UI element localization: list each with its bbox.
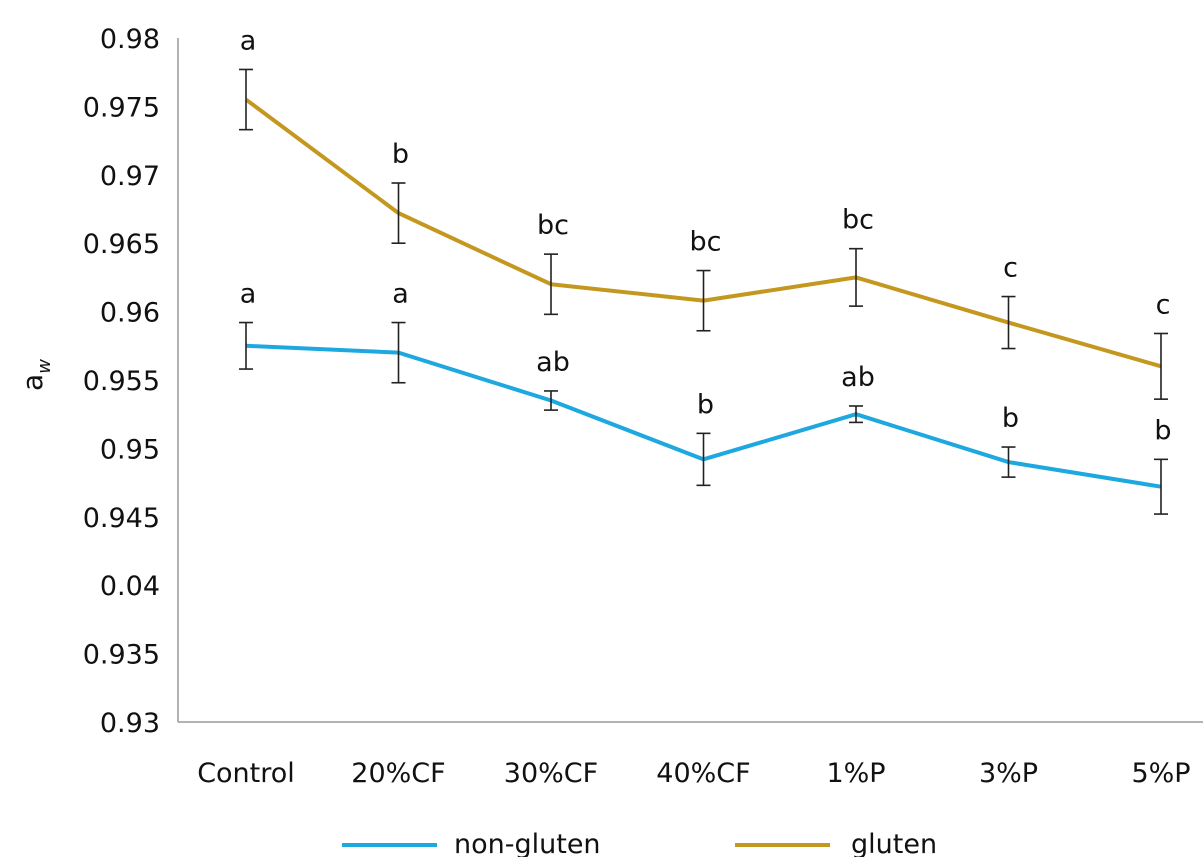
- y-tick-label: 0.95: [100, 434, 160, 465]
- significance-label: b: [697, 389, 714, 420]
- error-bar: [696, 269, 711, 332]
- error-bar: [391, 321, 406, 384]
- x-axis-ticks: Control 20%CF 30%CF 40%CF 1%P 3%P 5%P: [197, 758, 1190, 789]
- axes: [177, 38, 1203, 723]
- x-tick-label: 3%P: [979, 758, 1038, 789]
- significance-label: bc: [690, 227, 722, 258]
- significance-label: c: [1003, 253, 1018, 284]
- x-tick-label: 30%CF: [504, 758, 598, 789]
- y-tick-label: 0.97: [100, 161, 160, 192]
- error-bar: [1001, 446, 1016, 478]
- legend-item-gluten: gluten: [735, 829, 937, 857]
- error-bar: [1154, 332, 1168, 400]
- error-bar: [239, 68, 253, 131]
- y-tick-label: 0.945: [83, 503, 160, 534]
- error-bar: [849, 247, 863, 307]
- y-tick-label: 0.955: [83, 366, 160, 397]
- significance-label: ab: [536, 347, 570, 378]
- y-tick-label: 0.96: [100, 298, 160, 329]
- legend: non-gluten gluten: [342, 829, 937, 857]
- y-axis-ticks: 0.93 0.935 0.04 0.945 0.95 0.955 0.96 0.965 0.97…: [83, 24, 160, 739]
- series-gluten: [239, 68, 1168, 400]
- significance-label: b: [392, 139, 409, 170]
- y-tick-label: 0.975: [83, 92, 160, 123]
- legend-label: non-gluten: [454, 829, 601, 857]
- y-tick-label: 0.965: [83, 229, 160, 260]
- y-tick-label: 0.935: [83, 640, 160, 671]
- x-tick-label: 5%P: [1131, 758, 1190, 789]
- significance-label: a: [240, 25, 257, 56]
- x-tick-label: 40%CF: [656, 758, 750, 789]
- legend-label: gluten: [851, 829, 937, 857]
- y-axis-label-main: a: [16, 374, 49, 391]
- series-layer: [239, 68, 1168, 515]
- error-bar: [849, 405, 863, 424]
- significance-label: bc: [842, 205, 874, 236]
- error-bar: [544, 253, 558, 316]
- error-bar: [1001, 295, 1016, 350]
- error-bar: [544, 390, 558, 411]
- y-axis-label: aw: [16, 359, 55, 391]
- y-tick-label: 0.04: [100, 571, 160, 602]
- y-axis-label-subscript: w: [34, 359, 55, 374]
- significance-label: b: [1154, 415, 1171, 446]
- error-bar: [1154, 458, 1168, 515]
- significance-label: a: [392, 279, 409, 310]
- x-tick-label: 1%P: [826, 758, 885, 789]
- significance-label: ab: [841, 362, 875, 393]
- error-bar: [239, 321, 253, 370]
- error-bar: [696, 432, 711, 487]
- error-bar: [391, 182, 406, 244]
- significance-label: bc: [537, 210, 569, 241]
- series-non-gluten: [239, 321, 1168, 515]
- significance-label: a: [240, 279, 257, 310]
- legend-item-non-gluten: non-gluten: [342, 829, 601, 857]
- x-tick-label: 20%CF: [351, 758, 445, 789]
- significance-label: b: [1002, 403, 1019, 434]
- x-tick-label: Control: [197, 758, 295, 789]
- y-tick-label: 0.93: [100, 708, 160, 739]
- y-tick-label: 0.98: [100, 24, 160, 55]
- significance-label: c: [1156, 289, 1171, 320]
